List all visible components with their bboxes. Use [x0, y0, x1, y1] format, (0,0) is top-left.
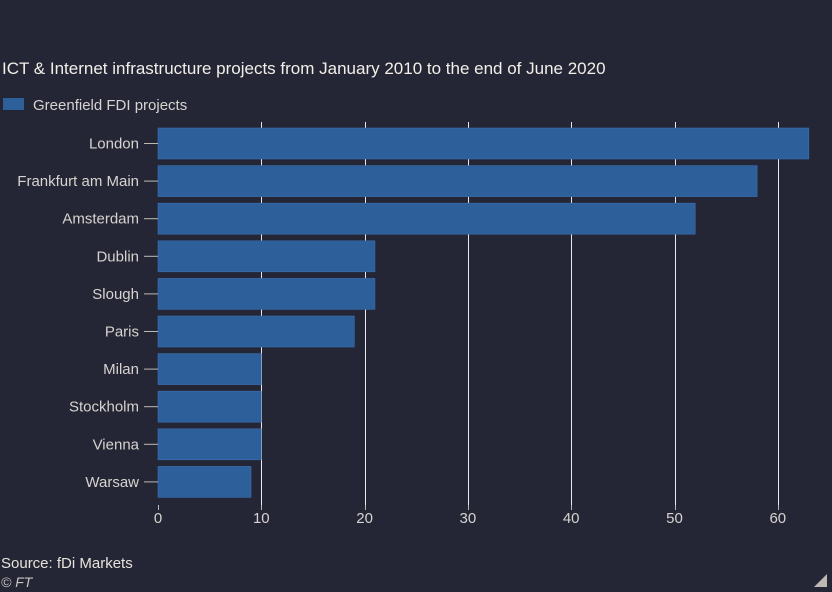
copyright: © FT	[1, 574, 34, 590]
bar-paris	[157, 315, 355, 348]
x-tick-label: 0	[154, 510, 162, 527]
bar-slough	[157, 278, 376, 310]
category-label: Vienna	[93, 436, 140, 453]
category-label: Frankfurt am Main	[17, 173, 139, 190]
legend-label: Greenfield FDI projects	[33, 97, 187, 114]
bar-milan	[157, 353, 262, 385]
bars	[157, 127, 810, 498]
category-label: Warsaw	[85, 474, 139, 491]
legend: Greenfield FDI projects	[3, 97, 187, 114]
category-label: Dublin	[96, 248, 139, 265]
legend-swatch	[3, 98, 24, 110]
bar-dublin	[157, 240, 376, 273]
bar-frankfurt-am-main	[157, 165, 758, 197]
category-label: Milan	[103, 361, 139, 378]
category-label: Amsterdam	[62, 211, 139, 228]
chart-title: ICT & Internet infrastructure projects f…	[2, 59, 606, 78]
x-tick-label: 30	[460, 510, 477, 527]
category-label: Stockholm	[69, 399, 139, 416]
category-label: London	[89, 136, 139, 153]
resize-corner-icon[interactable]	[814, 574, 827, 587]
x-tick-label: 40	[563, 510, 580, 527]
x-tick-label: 10	[253, 510, 270, 527]
bar-warsaw	[157, 466, 252, 498]
x-tick-label: 60	[769, 510, 786, 527]
x-tick-label: 50	[666, 510, 683, 527]
bar-stockholm	[157, 390, 262, 423]
category-label: Slough	[92, 286, 139, 303]
bar-london	[157, 127, 810, 160]
y-axis: London Frankfurt am Main Amsterdam Dublin Sl…	[17, 136, 158, 491]
category-label: Paris	[105, 324, 139, 341]
x-axis: 0 10 20 30 40 50 60	[154, 505, 786, 527]
source-note: Source: fDi Markets	[1, 555, 133, 572]
x-tick-label: 20	[356, 510, 373, 527]
bar-vienna	[157, 428, 262, 461]
bar-amsterdam	[157, 202, 696, 235]
